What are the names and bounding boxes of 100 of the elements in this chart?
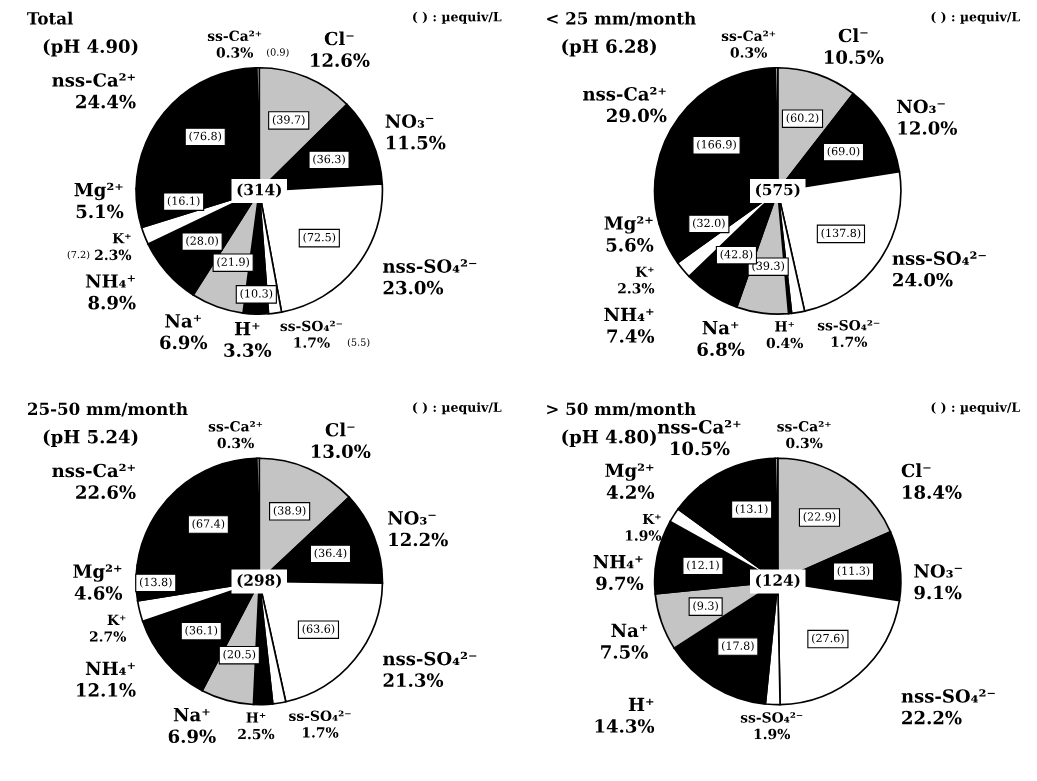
text: (13.8) bbox=[139, 577, 172, 588]
text: (5.5) bbox=[347, 338, 370, 348]
data-label: 2.5% bbox=[238, 728, 275, 740]
text: (0.9) bbox=[267, 48, 289, 58]
text: (22.9) bbox=[803, 512, 836, 523]
data-label: 14.3% bbox=[595, 719, 655, 733]
data-label: 11.5% bbox=[386, 135, 446, 150]
text: (72.5) bbox=[303, 232, 336, 243]
slice-label: NH₄⁺ bbox=[85, 661, 135, 675]
data-label: 6.9% bbox=[168, 729, 216, 744]
slice-label: Na⁺ bbox=[702, 321, 739, 335]
data-label: 29.0% bbox=[607, 108, 667, 123]
data-label: 0.3% bbox=[730, 47, 767, 58]
text: (13.1) bbox=[735, 504, 768, 515]
text: (575) bbox=[756, 183, 800, 198]
legend-label: Mg²⁺ bbox=[74, 182, 123, 201]
data-label: 2.3% bbox=[95, 249, 132, 261]
data-label: 13.0% bbox=[311, 444, 371, 459]
slice-label: NO₃⁻ bbox=[387, 511, 436, 525]
text: (9.3) bbox=[693, 601, 718, 612]
slice-label: nss-SO₄²⁻ bbox=[892, 251, 986, 266]
data-label: 24.0% bbox=[893, 272, 953, 287]
data-label: 18.4% bbox=[903, 485, 962, 499]
chart-subtitle: (pH 5.24) bbox=[43, 429, 138, 448]
data-label: 8.9% bbox=[88, 295, 136, 310]
text: (17.8) bbox=[722, 641, 754, 652]
data-label: 23.0% bbox=[383, 280, 444, 295]
slice-label: nss-Ca²⁺ bbox=[52, 73, 135, 87]
slice-label: ss-Ca²⁺ bbox=[777, 421, 831, 432]
slice-label: ss-Ca²⁺ bbox=[721, 30, 776, 42]
text: (16.1) bbox=[167, 196, 200, 207]
text: (314) bbox=[237, 183, 281, 198]
slice-label: nss-SO₄²⁻ bbox=[383, 259, 477, 273]
text: (pH 4.80) bbox=[562, 429, 656, 448]
slice-label: ss-Ca²⁺ bbox=[208, 421, 263, 432]
text: (124) bbox=[756, 574, 800, 589]
slice-label: ss-Ca²⁺ bbox=[207, 30, 262, 42]
text: (20.5) bbox=[223, 649, 256, 660]
slice-label: Cl⁻ bbox=[838, 28, 868, 43]
text: ( ) : µequiv/L bbox=[413, 402, 502, 415]
slice-label: K⁺ bbox=[642, 513, 661, 524]
text: (38.9) bbox=[273, 505, 306, 517]
legend-label: Mg²⁺ bbox=[73, 564, 122, 582]
slice-label: Na⁺ bbox=[165, 314, 201, 328]
text: (21.9) bbox=[217, 257, 249, 268]
legend-label: Mg²⁺ bbox=[604, 216, 653, 234]
data-label: 9.1% bbox=[914, 585, 962, 600]
slice-label: H⁺ bbox=[775, 321, 794, 332]
chart-subtitle: (pH 4.90) bbox=[43, 39, 138, 57]
slice-label: nss-SO₄²⁻ bbox=[383, 651, 477, 666]
data-label: 2.3% bbox=[618, 283, 655, 294]
text: (42.8) bbox=[720, 249, 753, 260]
data-label: 3.3% bbox=[224, 343, 272, 358]
text: (32.0) bbox=[693, 218, 725, 229]
slice-label: NH₄⁺ bbox=[593, 555, 643, 569]
data-label: 7.4% bbox=[607, 329, 655, 343]
slice-label: ss-SO₄²⁻ bbox=[740, 712, 803, 723]
slice-label: nss-Ca²⁺ bbox=[657, 419, 741, 434]
data-label: 1.9% bbox=[625, 530, 662, 541]
data-label: 24.4% bbox=[76, 94, 136, 109]
data-label: 22.2% bbox=[902, 710, 962, 725]
data-label: 2.7% bbox=[89, 631, 127, 642]
slice-label: H⁺ bbox=[234, 322, 260, 336]
text: (36.4) bbox=[314, 548, 347, 559]
text: ( ) : µequiv/L bbox=[413, 11, 502, 24]
data-label: 5.6% bbox=[606, 238, 654, 252]
text: (39.7) bbox=[272, 115, 305, 126]
text: (69.0) bbox=[827, 146, 860, 157]
text: (67.4) bbox=[192, 519, 225, 530]
slice-label: Na⁺ bbox=[611, 623, 648, 638]
slice-label: ss-SO₄²⁻ bbox=[289, 710, 351, 722]
data-label: 7.5% bbox=[601, 645, 648, 659]
text: (298) bbox=[237, 574, 281, 589]
data-label: 21.3% bbox=[383, 673, 444, 687]
slice-label: K⁺ bbox=[107, 614, 126, 625]
data-label: 0.3% bbox=[786, 437, 823, 449]
data-label: 1.7% bbox=[294, 337, 330, 348]
slice-label: NO₃⁻ bbox=[385, 114, 434, 128]
chart-title: Total bbox=[27, 11, 73, 25]
slice-label: Mg²⁺ bbox=[605, 463, 654, 481]
chart-title: > 50 mm/month bbox=[547, 402, 696, 417]
data-label: 5.1% bbox=[76, 204, 124, 219]
slice-label: H⁺ bbox=[628, 697, 654, 711]
text: (7.2) bbox=[67, 250, 90, 260]
slice-label: NH₄⁺ bbox=[85, 274, 135, 288]
slice-label: NH₄⁺ bbox=[604, 307, 654, 322]
text: (12.1) bbox=[687, 560, 719, 571]
slice-label: Cl⁻ bbox=[324, 31, 354, 46]
chart-title: < 25 mm/month bbox=[547, 11, 696, 26]
text: (11.3) bbox=[837, 566, 870, 577]
data-label: 4.2% bbox=[606, 485, 655, 499]
data-label: 10.5% bbox=[825, 50, 884, 64]
text: (28.0) bbox=[186, 236, 218, 247]
data-label: 0.3% bbox=[216, 47, 254, 58]
slice-label: NO₃⁻ bbox=[897, 99, 945, 114]
text: ( ) : µequiv/L bbox=[931, 11, 1020, 24]
slice-label: nss-Ca²⁺ bbox=[583, 87, 666, 101]
slice-label: K⁺ bbox=[112, 233, 131, 244]
text: (27.6) bbox=[812, 633, 844, 644]
slice-label: nss-Ca²⁺ bbox=[52, 463, 135, 478]
